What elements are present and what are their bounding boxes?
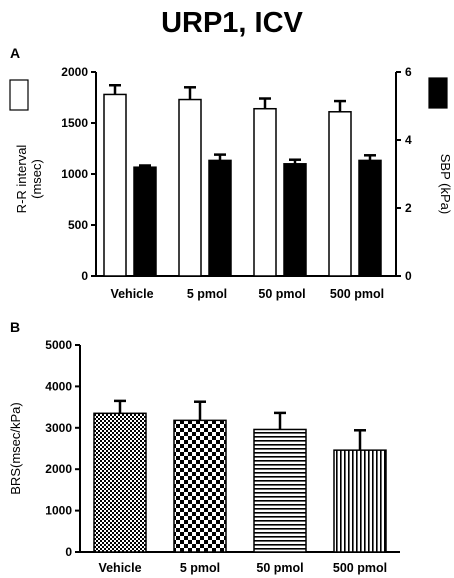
legend-box-black [428, 77, 448, 109]
y-axis-title-right: SBP (kPa) [438, 154, 453, 214]
legend-box-white [9, 79, 29, 111]
figure-title: URP1, ICV [161, 7, 303, 39]
x-tick-label: 50 pmol [256, 561, 303, 575]
y-tick-label-left: 1000 [61, 167, 88, 181]
y-tick-label: 2000 [45, 462, 72, 476]
x-tick-label: 5 pmol [180, 561, 220, 575]
bar-brs [173, 419, 227, 553]
bar-rr-interval [103, 93, 127, 277]
bar-brs [253, 428, 307, 553]
y-tick-label-right: 4 [405, 133, 412, 147]
y-axis-title-line: (msec) [29, 159, 44, 199]
y-tick-label: 0 [65, 545, 72, 559]
bar-brs [333, 449, 387, 553]
bar-sbp [358, 159, 382, 277]
y-tick-label-left: 1500 [61, 116, 88, 130]
y-axis-title-left: R-R interval(msec) [14, 145, 44, 214]
panel-b: B 0 1000 2000 3000 4000 5000 BRS(msec/kPa) Vehic… [8, 319, 400, 575]
bar-sbp [283, 163, 307, 277]
x-tick-label: Vehicle [98, 561, 141, 575]
y-tick-label-left: 500 [68, 218, 88, 232]
y-tick-label-left: 2000 [61, 65, 88, 79]
y-axis-title-line: R-R interval [14, 145, 29, 214]
x-tick-label: 5 pmol [187, 287, 227, 301]
y-tick-label-right: 2 [405, 201, 412, 215]
y-tick-label-left: 0 [81, 269, 88, 283]
panel-label-a: A [10, 45, 20, 61]
y-tick-label: 1000 [45, 504, 72, 518]
x-tick-label: Vehicle [110, 287, 153, 301]
y-axis-title: BRS(msec/kPa) [8, 402, 23, 494]
bar-rr-interval [178, 98, 202, 277]
y-tick-label: 4000 [45, 379, 72, 393]
panel-label-b: B [10, 319, 20, 335]
y-tick-label: 3000 [45, 421, 72, 435]
y-tick-label-right: 6 [405, 65, 412, 79]
bar-brs [93, 412, 147, 553]
bar-rr-interval [328, 111, 352, 277]
panel-a: A 0 500 1000 1500 2000 0 2 4 6 R-R interval(msec) S… [9, 45, 453, 301]
x-tick-label: 50 pmol [258, 287, 305, 301]
bar-rr-interval [253, 107, 277, 277]
y-tick-label-right: 0 [405, 269, 412, 283]
x-tick-label: 500 pmol [333, 561, 387, 575]
bar-sbp [208, 159, 232, 277]
y-tick-label: 5000 [45, 338, 72, 352]
x-tick-label: 500 pmol [330, 287, 384, 301]
bar-sbp [133, 166, 157, 277]
